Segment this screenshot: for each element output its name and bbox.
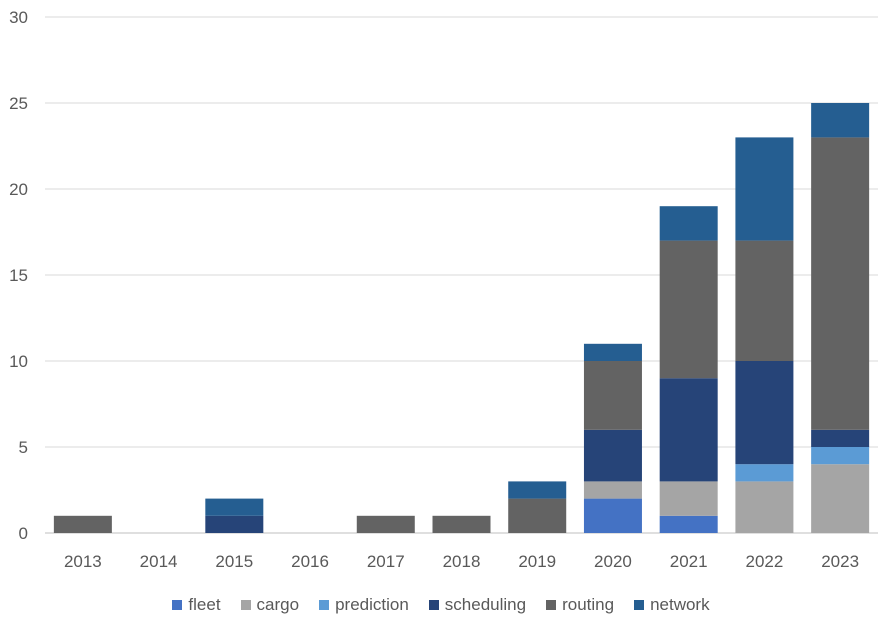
bar-cargo-2020 <box>583 481 642 499</box>
bar-routing-2017 <box>356 515 415 533</box>
x-tick-label: 2016 <box>291 552 329 571</box>
bar-routing-2019 <box>508 498 567 533</box>
bar-routing-2020 <box>583 361 642 430</box>
bar-network-2015 <box>205 498 264 516</box>
legend-swatch <box>172 600 183 610</box>
bar-network-2020 <box>583 343 642 361</box>
legend-label: cargo <box>256 595 300 614</box>
bar-network-2019 <box>508 481 567 499</box>
x-tick-label: 2013 <box>64 552 102 571</box>
legend-label: prediction <box>335 595 409 614</box>
bar-network-2022 <box>735 137 794 241</box>
x-tick-label: 2015 <box>215 552 253 571</box>
bars <box>53 103 870 533</box>
bar-routing-2023 <box>811 137 870 430</box>
bar-scheduling-2022 <box>735 361 794 465</box>
x-tick-label: 2014 <box>140 552 178 571</box>
x-axis-ticks: 2013 2014 2015 2016 2017 2018 2019 2020 2021 2022… <box>64 552 859 571</box>
bar-fleet-2021 <box>659 515 718 533</box>
y-tick-label: 20 <box>9 180 28 199</box>
bar-scheduling-2021 <box>659 378 718 482</box>
bar-cargo-2021 <box>659 481 718 516</box>
legend-swatch <box>546 600 557 610</box>
y-tick-label: 25 <box>9 94 28 113</box>
bar-prediction-2022 <box>735 464 794 482</box>
legend-item-fleet: fleet <box>172 595 221 615</box>
y-axis-ticks: 0 5 10 15 20 25 30 <box>9 8 28 543</box>
bar-fleet-2020 <box>583 498 642 533</box>
bar-scheduling-2023 <box>811 429 870 447</box>
bar-scheduling-2015 <box>205 515 264 533</box>
x-tick-label: 2022 <box>745 552 783 571</box>
y-tick-label: 5 <box>19 438 28 457</box>
legend-swatch <box>319 600 330 610</box>
gridlines <box>45 16 878 534</box>
x-tick-label: 2023 <box>821 552 859 571</box>
y-tick-label: 30 <box>9 8 28 27</box>
bar-cargo-2023 <box>811 464 870 533</box>
bar-routing-2013 <box>53 515 112 533</box>
x-tick-label: 2021 <box>670 552 708 571</box>
legend-item-prediction: prediction <box>319 595 409 615</box>
legend-swatch <box>428 600 439 610</box>
y-tick-label: 0 <box>19 524 28 543</box>
bar-cargo-2022 <box>735 481 794 533</box>
bar-network-2023 <box>811 103 870 138</box>
bar-scheduling-2020 <box>583 429 642 482</box>
legend-label: routing <box>562 595 615 614</box>
x-tick-label: 2019 <box>518 552 556 571</box>
bar-routing-2022 <box>735 240 794 361</box>
legend-label: scheduling <box>444 595 527 614</box>
y-tick-label: 15 <box>9 266 28 285</box>
bar-routing-2018 <box>432 515 491 533</box>
bar-network-2021 <box>659 206 718 241</box>
legend-label: network <box>650 595 710 614</box>
x-tick-label: 2018 <box>443 552 481 571</box>
y-tick-label: 10 <box>9 352 28 371</box>
x-tick-label: 2020 <box>594 552 632 571</box>
legend-item-routing: routing <box>546 595 614 615</box>
bar-routing-2021 <box>659 240 718 379</box>
legend: fleet cargo prediction scheduling routing net… <box>0 591 882 619</box>
legend-swatch <box>634 600 645 610</box>
x-tick-label: 2017 <box>367 552 405 571</box>
legend-item-scheduling: scheduling <box>428 595 527 615</box>
legend-item-network: network <box>634 595 710 615</box>
legend-label: fleet <box>188 595 221 614</box>
legend-item-cargo: cargo <box>240 595 300 615</box>
legend-swatch <box>240 600 251 610</box>
bar-prediction-2023 <box>811 447 870 465</box>
